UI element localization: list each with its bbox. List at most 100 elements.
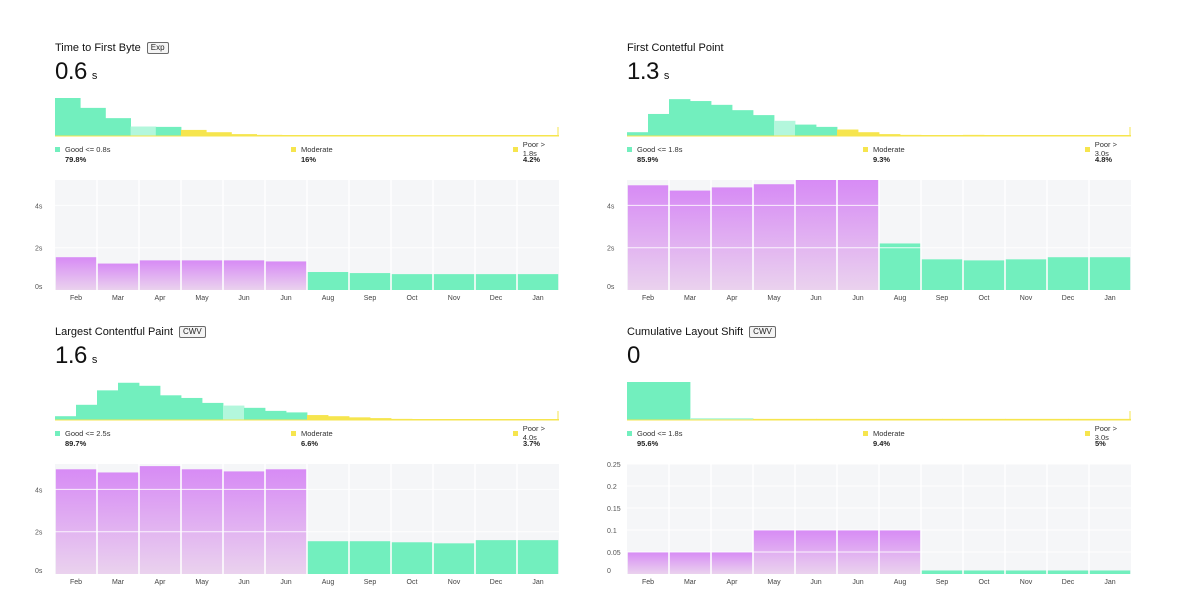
- y-tick-label: 0s: [607, 284, 615, 291]
- x-tick-label: Nov: [448, 295, 461, 302]
- x-tick-label: Nov: [1020, 295, 1033, 302]
- trend-bar: [139, 466, 181, 574]
- x-tick-label: Aug: [894, 295, 907, 302]
- trend-bar: [963, 570, 1005, 574]
- x-tick-label: May: [767, 579, 781, 586]
- trend-bar: [1005, 570, 1047, 574]
- histogram-bin: [774, 120, 796, 136]
- histogram-bin: [711, 104, 733, 136]
- x-tick-label: Dec: [490, 295, 503, 302]
- panel-title: Cumulative Layout Shift: [627, 326, 744, 338]
- metric-panel-cls: Cumulative Layout Shift CWV 0 Good <= 1.…: [607, 324, 1131, 586]
- y-tick-label: 0: [607, 568, 611, 575]
- x-tick-label: Jun: [852, 579, 863, 586]
- histogram-bin: [690, 418, 754, 420]
- trend-bar: [711, 187, 753, 290]
- histogram-bin: [816, 126, 838, 136]
- legend-good-pct: 85.9%: [637, 155, 659, 164]
- legend-poor: Poor > 1.8s 4.2%: [513, 140, 559, 164]
- y-tick-label: 4s: [607, 203, 615, 210]
- histogram-bin: [139, 385, 161, 420]
- x-tick-label: Dec: [1062, 579, 1075, 586]
- histogram-bin: [732, 110, 754, 136]
- trend-bar: [1047, 257, 1089, 290]
- x-tick-label: Mar: [112, 579, 125, 586]
- metric-badge: Exp: [146, 42, 169, 54]
- trend-bar: [97, 263, 139, 290]
- histogram-bin: [80, 107, 106, 136]
- histogram-bin: [265, 410, 287, 420]
- metric-panel-fcp: First Contetful Point 1.3 s Good <= 1.8s…: [607, 40, 1131, 302]
- x-tick-label: Oct: [407, 579, 418, 586]
- histogram-bin: [76, 404, 98, 420]
- legend-poor: Poor > 3.0s 4.8%: [1085, 140, 1131, 164]
- legend-good: Good <= 2.5s 89.7%: [55, 428, 110, 448]
- metric-unit: s: [91, 70, 98, 82]
- legend-poor-label: Poor > 1.8s: [522, 140, 546, 158]
- x-tick-label: Mar: [112, 295, 125, 302]
- distribution-histogram: [55, 382, 559, 421]
- y-tick-label: 4s: [35, 203, 43, 210]
- trend-bar: [475, 540, 517, 574]
- histogram-bin: [837, 129, 859, 136]
- y-tick-label: 2s: [35, 246, 43, 253]
- legend-swatch-moderate: [291, 146, 296, 152]
- metric-unit: s: [91, 354, 98, 366]
- x-tick-label: Oct: [979, 295, 990, 302]
- trend-bar: [627, 552, 669, 574]
- histogram-bin: [879, 418, 943, 420]
- y-tick-label: 2s: [35, 530, 43, 537]
- x-tick-label: Jun: [280, 579, 291, 586]
- histogram-bin: [55, 416, 77, 420]
- trend-bar: [223, 260, 265, 290]
- legend-moderate-label: Moderate: [873, 428, 905, 438]
- x-tick-label: May: [195, 579, 209, 586]
- trend-bar: [349, 541, 391, 574]
- histogram-bin: [118, 382, 140, 420]
- y-tick-label: 2s: [607, 246, 615, 253]
- legend-moderate-pct: 9.3%: [873, 155, 891, 164]
- x-tick-label: Sep: [364, 295, 377, 302]
- legend-poor-pct: 3.7%: [523, 439, 541, 448]
- x-tick-label: May: [195, 295, 209, 302]
- x-tick-label: May: [767, 295, 781, 302]
- legend-moderate: Moderate 16%: [291, 144, 333, 164]
- histogram-bin: [753, 115, 775, 136]
- legend-poor-pct: 5%: [1095, 439, 1106, 448]
- x-tick-label: Sep: [936, 579, 949, 586]
- x-tick-label: Jun: [852, 295, 863, 302]
- x-tick-label: Sep: [364, 579, 377, 586]
- x-tick-label: Aug: [322, 579, 335, 586]
- x-tick-label: Jun: [810, 295, 821, 302]
- histogram-bin: [900, 134, 922, 136]
- legend-moderate: Moderate 9.3%: [863, 144, 905, 164]
- metric-value: 1.3: [627, 58, 659, 85]
- trend-bar: [753, 184, 795, 290]
- legend-moderate-label: Moderate: [873, 144, 905, 154]
- metric-value: 1.6: [55, 342, 87, 369]
- x-tick-label: Aug: [322, 295, 335, 302]
- distribution-legend: Good <= 1.8s 85.9% Moderate 9.3% Poor > …: [627, 140, 1131, 166]
- x-tick-label: Mar: [684, 295, 697, 302]
- trend-bar: [97, 472, 139, 574]
- histogram-bin: [690, 101, 712, 136]
- trend-bar: [1089, 257, 1131, 290]
- trend-bar: [265, 469, 307, 574]
- legend-good-pct: 89.7%: [65, 439, 87, 448]
- trend-bar: [669, 190, 711, 290]
- metric-badge: CWV: [749, 326, 776, 338]
- panel-title: Time to First Byte: [55, 42, 141, 54]
- y-tick-label: 4s: [35, 487, 43, 494]
- x-tick-label: Feb: [70, 579, 82, 586]
- x-tick-label: Jan: [1104, 579, 1115, 586]
- legend-moderate-label: Moderate: [301, 428, 333, 438]
- y-tick-label: 0s: [35, 284, 43, 291]
- x-tick-label: Jun: [238, 579, 249, 586]
- trend-bar: [391, 274, 433, 290]
- histogram-bin: [105, 118, 131, 136]
- monthly-trend-chart: 0 0.05 0.1 0.15 0.2 0.25 Feb Mar Apr May Jun Jun Aug…: [607, 462, 1131, 586]
- histogram-bin: [370, 418, 392, 420]
- panel-title: First Contetful Point: [627, 42, 724, 54]
- legend-poor-pct: 4.2%: [523, 155, 541, 164]
- x-tick-label: Apr: [155, 579, 167, 586]
